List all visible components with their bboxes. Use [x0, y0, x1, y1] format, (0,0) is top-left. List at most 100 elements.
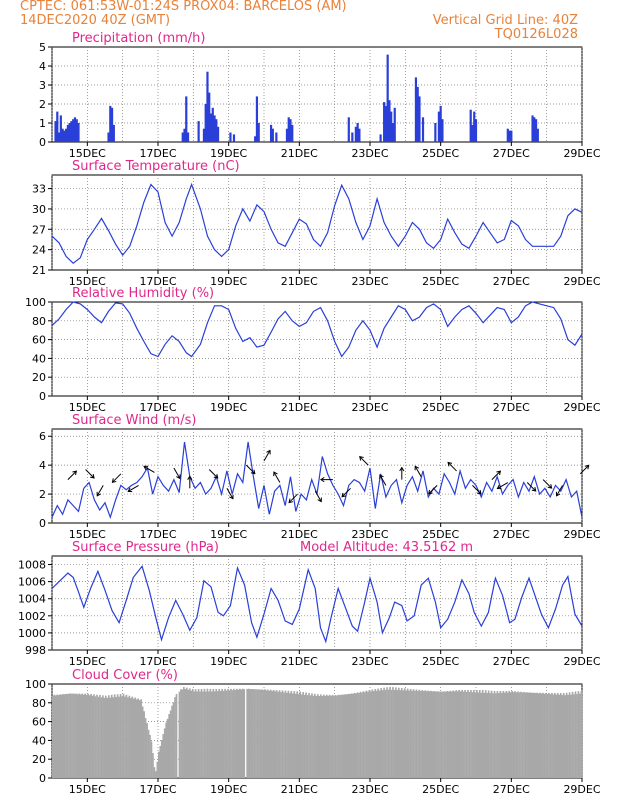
cloud-bar	[215, 688, 218, 778]
precip-bar	[216, 126, 220, 142]
wind-panel: 0 2 4 6 15DEC 17DEC 19DEC 21DEC 23DEC 25DEC 27DEC 2…	[39, 413, 601, 541]
cloud-bar	[406, 688, 409, 778]
cloud-bar	[514, 691, 516, 778]
cloud-bar	[183, 687, 185, 778]
cloud-bar	[355, 693, 357, 778]
cloud-panel: 0 20 40 60 80 100 15DEC 17DEC 19DEC 21DEC 23DEC 25D…	[25, 668, 601, 796]
wind-arrow-shaft	[428, 485, 438, 495]
cloud-bar	[364, 692, 366, 778]
cloud-bar	[405, 690, 408, 778]
cloud-bar	[439, 691, 441, 778]
cloud-bar	[531, 692, 534, 778]
wind-arrow	[273, 471, 281, 483]
cloud-bar	[150, 741, 153, 778]
cloud-bar	[178, 691, 181, 778]
wind-arrow-head	[379, 474, 384, 480]
cloud-bar	[449, 690, 452, 778]
cloud-bar	[166, 718, 169, 778]
wind-arrow-shaft	[497, 482, 509, 489]
cloud-bar	[565, 692, 568, 778]
cloud-xtick-label: 27DEC	[493, 783, 530, 796]
cloud-bar	[493, 691, 496, 778]
cloud-bar	[495, 693, 497, 778]
wind-arrow	[555, 485, 563, 497]
pressure-xtick-label: 23DEC	[351, 655, 388, 668]
cloud-bar	[340, 694, 343, 778]
cloud-bar	[474, 692, 477, 778]
cloud-bar	[124, 696, 126, 778]
cloud-bar	[383, 687, 385, 778]
cloud-bar	[470, 689, 472, 778]
cloud-bar	[130, 698, 132, 778]
cloud-bar	[187, 689, 190, 778]
pressure-xtick-label: 29DEC	[563, 655, 600, 668]
cloud-bar	[430, 690, 433, 778]
cloud-bar	[352, 693, 355, 778]
cloud-bar	[462, 691, 465, 778]
cloud-bar	[503, 692, 506, 778]
cloud-bar	[169, 710, 172, 778]
cloud-bar	[149, 734, 151, 778]
precip-ytick-label: 2	[39, 98, 46, 111]
cloud-bar	[511, 690, 514, 778]
rh-panel: 0 20 40 60 80 100 15DEC 17DEC 19DEC 21DEC 23DEC 25D…	[25, 286, 601, 414]
precip-bar	[63, 130, 66, 142]
cloud-xtick-label: 25DEC	[422, 783, 459, 796]
cloud-bar	[512, 692, 515, 778]
precip-bar	[57, 132, 61, 142]
cloud-bar	[77, 694, 79, 778]
cloud-xtick-label: 21DEC	[281, 783, 318, 796]
wind-arrow	[187, 475, 193, 489]
cloud-bar	[361, 692, 363, 778]
cloud-ytick-label: 40	[32, 734, 46, 747]
pressure-ytick-label: 1004	[18, 593, 46, 606]
wind-arrow-head	[399, 466, 405, 472]
precip-bar	[229, 132, 232, 142]
cloud-bar	[464, 689, 466, 778]
precip-bar	[70, 121, 73, 142]
cloud-bar	[490, 690, 493, 778]
cloud-bar	[427, 690, 430, 778]
temp-ytick-label: 24	[32, 244, 46, 257]
wind-xtick-label: 25DEC	[422, 528, 459, 541]
precip-xtick-label: 21DEC	[281, 147, 318, 160]
precip-bar	[285, 128, 289, 142]
precip-bar	[215, 119, 218, 142]
temp-xtick-label: 17DEC	[139, 275, 176, 288]
cloud-bar	[533, 692, 536, 778]
wind-arrow	[341, 487, 351, 498]
cloud-bar	[414, 690, 416, 778]
cloud-bar	[400, 687, 403, 778]
precip-bar	[59, 115, 62, 142]
precip-bar	[469, 109, 472, 142]
cloud-bar	[577, 691, 580, 778]
precip-bar	[75, 119, 78, 142]
cloud-bar	[137, 698, 140, 778]
precip-bar	[471, 124, 474, 142]
precip-bar	[421, 117, 425, 142]
cloud-bar	[517, 691, 519, 778]
temp-ytick-label: 21	[32, 264, 46, 277]
precip-bar	[473, 111, 476, 142]
cloud-bar	[258, 689, 260, 778]
header-run-date: 14DEC2020 40Z (GMT)	[20, 13, 170, 28]
precip-bar	[390, 111, 393, 142]
temp-ytick-label: 33	[32, 183, 46, 196]
cloud-bar	[481, 690, 484, 778]
cloud-ytick-label: 100	[25, 678, 46, 691]
rh-title: Relative Humidity (%)	[72, 286, 214, 301]
wind-arrow-head	[176, 474, 181, 480]
cloud-bar	[96, 694, 98, 778]
cloud-bar	[272, 689, 275, 778]
cloud-bar	[336, 695, 338, 778]
cloud-bar	[536, 692, 539, 778]
cloud-bar	[174, 697, 176, 778]
cloud-bar	[440, 691, 443, 778]
cloud-bar	[119, 694, 122, 778]
cloud-bar	[152, 753, 154, 778]
temp-ytick-label: 27	[32, 223, 46, 236]
cloud-bar	[247, 688, 250, 778]
cloud-bar	[269, 689, 272, 778]
wind-arrow-head	[584, 464, 590, 470]
precip-bar	[112, 124, 115, 142]
